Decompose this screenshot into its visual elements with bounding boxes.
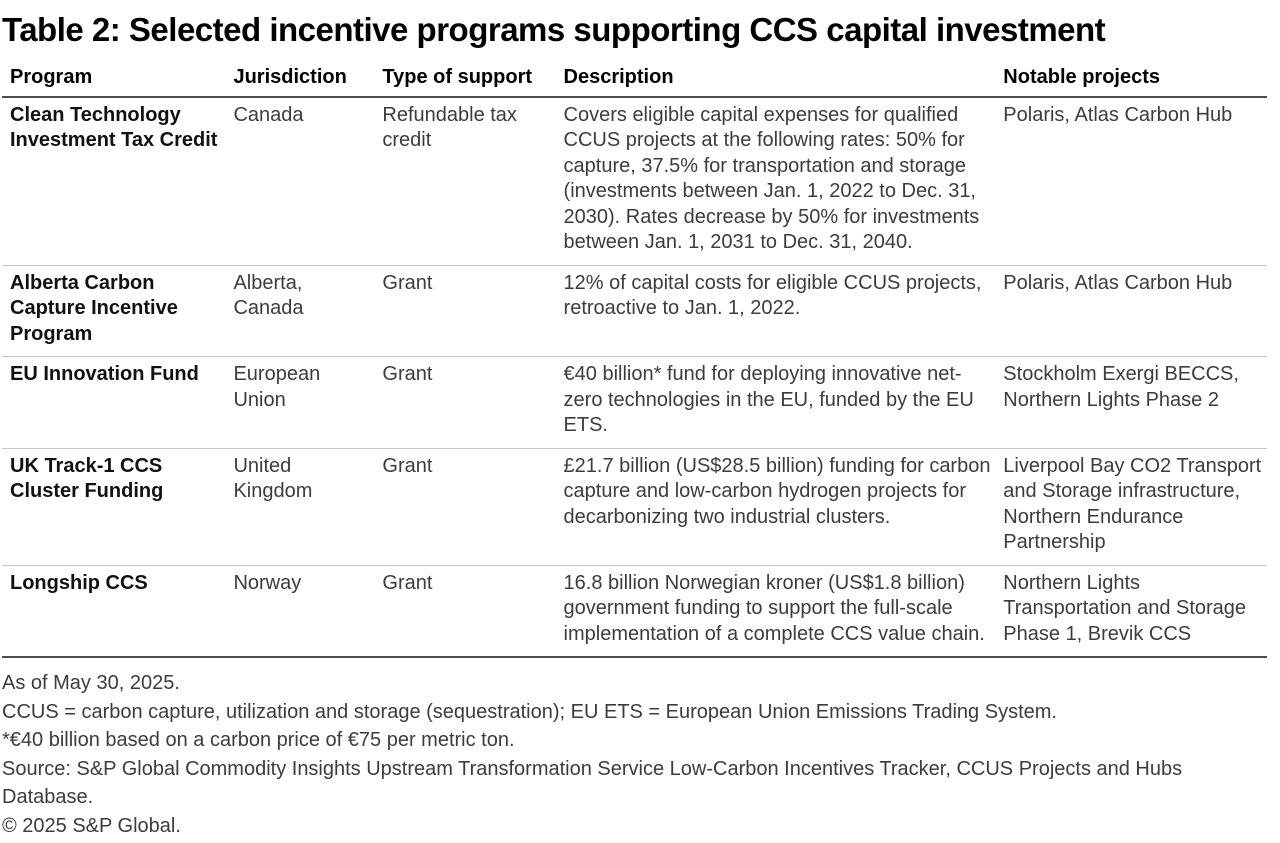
jurisdiction-cell: Alberta, Canada: [233, 271, 304, 320]
description-cell: Covers eligible capital expenses for qua…: [563, 103, 980, 254]
jurisdiction-cell: United Kingdom: [233, 454, 313, 503]
as-of-date-note: As of May 30, 2025.: [2, 672, 180, 695]
table-row: EU Innovation Fund European Union Grant …: [2, 357, 1267, 449]
support-cell: Refundable tax credit: [382, 103, 517, 152]
program-cell: UK Track-1 CCS Cluster Funding: [10, 454, 164, 503]
support-cell: Grant: [382, 571, 433, 594]
col-header-type-of-support: Type of support: [382, 65, 564, 98]
projects-cell: Liverpool Bay CO2 Transport and Storage …: [1003, 454, 1262, 554]
description-cell: £21.7 billion (US$28.5 billion) funding …: [563, 454, 991, 528]
program-cell: Clean Technology Investment Tax Credit: [10, 103, 218, 152]
program-cell: Longship CCS: [10, 571, 148, 594]
table-header: Program Jurisdiction Type of support Des…: [2, 65, 1267, 98]
support-cell: Grant: [382, 363, 433, 386]
table-body: Clean Technology Investment Tax Credit C…: [2, 97, 1267, 658]
program-cell: Alberta Carbon Capture Incentive Program: [10, 271, 178, 345]
col-header-jurisdiction: Jurisdiction: [233, 65, 383, 98]
projects-cell: Polaris, Atlas Carbon Hub: [1003, 271, 1233, 294]
table-row: Clean Technology Investment Tax Credit C…: [2, 97, 1267, 266]
col-header-notable-projects: Notable projects: [1003, 65, 1267, 98]
table-row: UK Track-1 CCS Cluster Funding United Ki…: [2, 448, 1267, 566]
abbreviations-note: CCUS = carbon capture, utilization and s…: [2, 700, 1057, 723]
jurisdiction-cell: Norway: [233, 571, 302, 594]
incentive-programs-table: Program Jurisdiction Type of support Des…: [2, 65, 1267, 658]
support-cell: Grant: [382, 454, 433, 477]
copyright-note: © 2025 S&P Global.: [2, 814, 181, 837]
jurisdiction-cell: European Union: [233, 363, 321, 411]
description-cell: €40 billion* fund for deploying innovati…: [563, 363, 974, 437]
table-row: Alberta Carbon Capture Incentive Program…: [2, 265, 1267, 357]
page-title: Table 2: Selected incentive programs sup…: [2, 11, 1106, 48]
description-cell: 16.8 billion Norwegian kroner (US$1.8 bi…: [563, 571, 985, 645]
header-row: Program Jurisdiction Type of support Des…: [2, 65, 1267, 98]
footnotes: As of May 30, 2025. CCUS = carbon captur…: [2, 669, 1267, 840]
projects-cell: Polaris, Atlas Carbon Hub: [1003, 103, 1233, 126]
col-header-description: Description: [563, 65, 1004, 98]
projects-cell: Northern Lights Transportation and Stora…: [1003, 571, 1247, 645]
source-note: Source: S&P Global Commodity Insights Up…: [2, 757, 1183, 809]
asterisk-footnote: *€40 billion based on a carbon price of …: [2, 729, 515, 752]
program-cell: EU Innovation Fund: [10, 363, 199, 386]
col-header-program: Program: [2, 65, 234, 98]
table-row: Longship CCS Norway Grant 16.8 billion N…: [2, 565, 1267, 658]
support-cell: Grant: [382, 271, 433, 294]
jurisdiction-cell: Canada: [233, 103, 304, 126]
description-cell: 12% of capital costs for eligible CCUS p…: [563, 271, 982, 320]
projects-cell: Stockholm Exergi BECCS, Northern Lights …: [1003, 363, 1239, 411]
